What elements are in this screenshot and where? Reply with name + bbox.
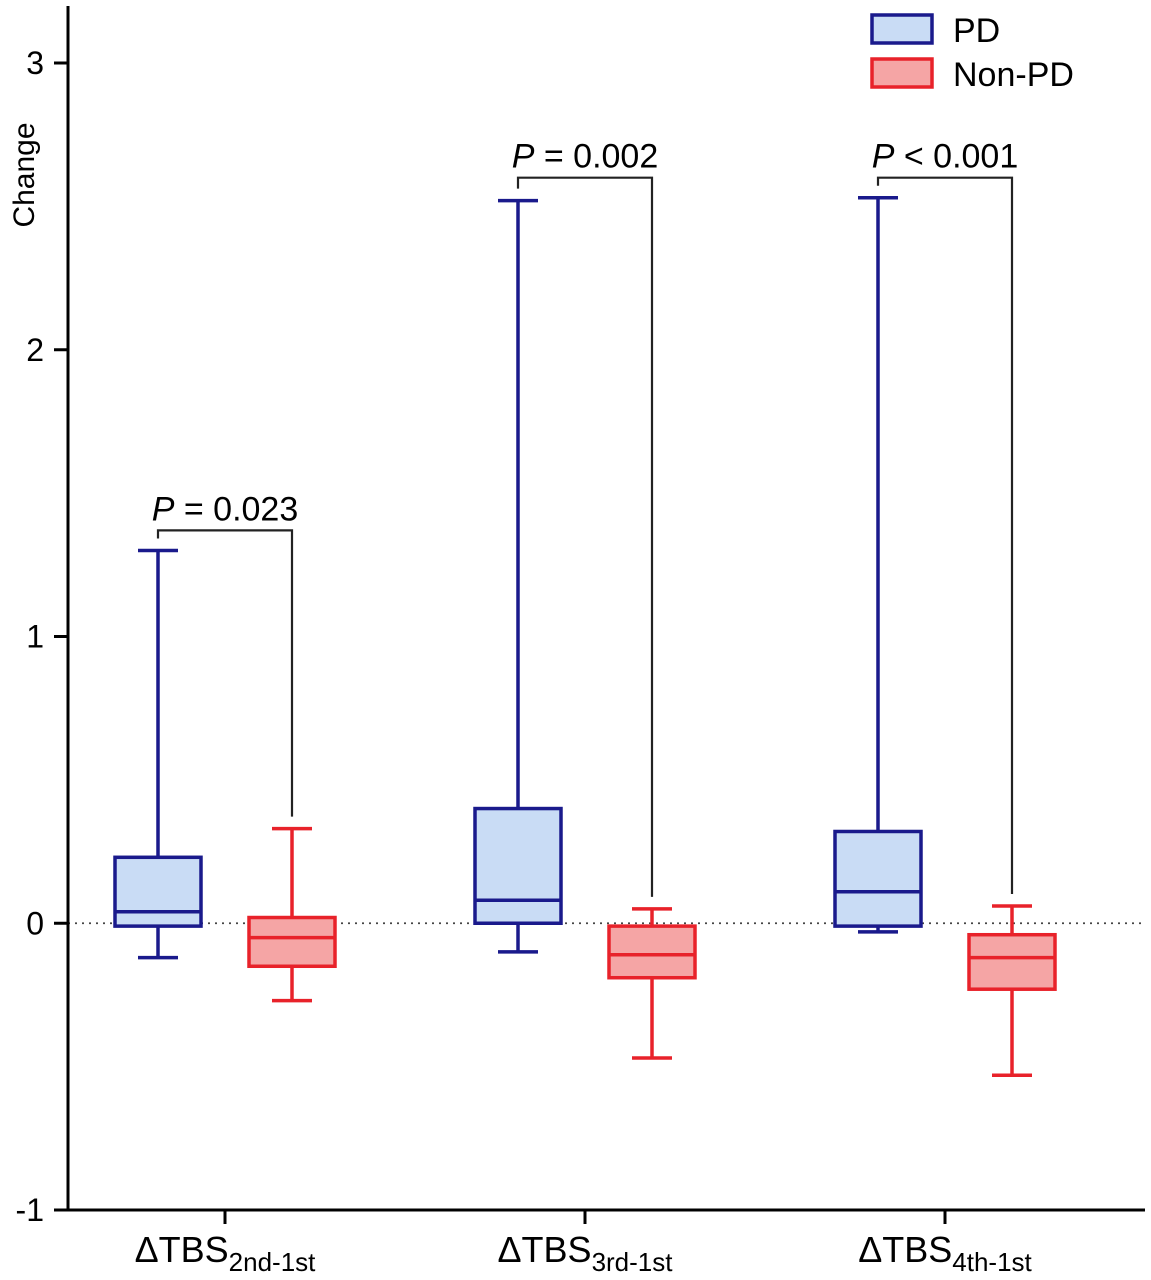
y-tick-label: 0	[26, 905, 44, 941]
iqr-box	[967, 932, 1057, 991]
iqr-box	[247, 915, 337, 969]
legend-swatch	[870, 13, 934, 45]
significance-bracket-3: P < 0.001	[872, 138, 1019, 895]
axes: -1 0 1 2 3 Change ΔTBS2nd-1st ΔTBS3rd-1st ΔTBS4t…	[8, 6, 1145, 1277]
box-nonpd-2	[607, 907, 697, 1060]
iqr-box	[473, 806, 563, 925]
boxes	[113, 196, 1057, 1077]
iqr-box	[833, 829, 923, 928]
legend-swatch	[870, 57, 934, 89]
bracket-line	[516, 176, 654, 897]
y-tick-label: 1	[26, 619, 44, 655]
legend-item-pd: PD	[870, 12, 1000, 50]
significance-bracket-1: P = 0.023	[152, 490, 299, 817]
p-value-label: P < 0.001	[872, 138, 1019, 176]
legend-label: Non-PD	[953, 56, 1074, 94]
legend: PD Non-PD	[870, 12, 1074, 94]
box-pd-2	[473, 198, 563, 954]
y-tick-label: 2	[26, 332, 44, 368]
y-axis-label: Change	[8, 122, 41, 227]
y-tick-label: -1	[16, 1192, 44, 1228]
box-pd-1	[113, 548, 203, 960]
box-pd-3	[833, 196, 923, 934]
iqr-box	[113, 855, 203, 928]
legend-item-nonpd: Non-PD	[870, 56, 1074, 94]
p-value-label: P = 0.002	[512, 138, 659, 176]
bracket-line	[876, 176, 1014, 895]
x-tick-label: ΔTBS4th-1st	[858, 1229, 1032, 1277]
bracket-line	[156, 529, 294, 817]
x-tick-label: ΔTBS2nd-1st	[135, 1229, 317, 1277]
y-tick-label: 3	[26, 45, 44, 81]
p-value-label: P = 0.023	[152, 490, 299, 528]
box-nonpd-3	[967, 904, 1057, 1077]
significance-bracket-2: P = 0.002	[512, 138, 659, 897]
iqr-box	[607, 924, 697, 980]
x-tick-label: ΔTBS3rd-1st	[498, 1229, 674, 1277]
annotations: P = 0.023 P = 0.002 P < 0.001	[152, 138, 1019, 897]
legend-label: PD	[953, 12, 1000, 50]
box-nonpd-1	[247, 826, 337, 1003]
